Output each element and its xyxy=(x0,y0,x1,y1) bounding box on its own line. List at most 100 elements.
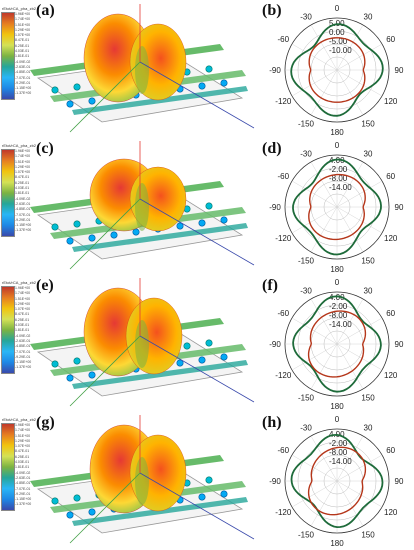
polar-angle-label: -30 xyxy=(300,423,312,432)
colorbar-tick-label: 1.96E+00 xyxy=(15,149,31,153)
polar-ring-label: -14.00 xyxy=(329,320,352,329)
colorbar-tick-label: -1.15E+00 xyxy=(15,223,32,228)
polar-angle-label: -120 xyxy=(275,508,292,517)
polar-angle-label: 60 xyxy=(386,172,395,181)
polar-plot: 0306090120150180-150-120-90-60-304.00-2.… xyxy=(269,278,404,411)
polar-spoke xyxy=(336,24,364,71)
polar-angle-label: 60 xyxy=(386,446,395,455)
polar-spoke xyxy=(310,24,338,71)
y-axis xyxy=(69,198,141,270)
polar-spoke xyxy=(336,69,364,116)
colorbar-tick-label: -9.29E-01 xyxy=(15,80,31,85)
polar-angle-label: 0 xyxy=(335,4,340,13)
polar-angle-label: 90 xyxy=(395,477,404,486)
polar-spoke xyxy=(291,43,338,71)
panel-label-b: (b) xyxy=(262,2,282,19)
colorbar-title: rEtot/rCA_pha_zb2 xyxy=(2,6,37,11)
colorbar-tick-label: 1.29E+00 xyxy=(15,164,31,169)
colorbar-title: rEtot/rCA_pha_zb2 xyxy=(2,143,37,148)
polar-spoke xyxy=(310,161,338,208)
colorbar-tick-label: 1.81E-01 xyxy=(15,328,30,333)
feed-line xyxy=(72,86,248,115)
polar-ring-label: -2.00 xyxy=(329,165,348,174)
x-axis xyxy=(139,335,255,403)
colorbar-tick-label: 1.96E+00 xyxy=(15,423,31,427)
panel-label-c: (c) xyxy=(36,140,54,157)
colorbar-tick-label: 1.07E+00 xyxy=(15,444,31,449)
polar-angle-label: -30 xyxy=(300,12,312,21)
patch-element xyxy=(73,220,81,228)
colorbar-tick-label: -4.09E-02 xyxy=(15,196,31,201)
polar-angle-label: -120 xyxy=(275,371,292,380)
polar-plot: 0306090120150180-150-120-90-60-304.00-2.… xyxy=(269,415,404,548)
polar-angle-label: 150 xyxy=(361,394,375,403)
polar-angle-label: 0 xyxy=(335,415,340,424)
polar-angle-label: -90 xyxy=(269,340,281,349)
colorbar-tick-label: 1.74E+00 xyxy=(15,291,31,296)
patch-element xyxy=(51,223,59,231)
colorbar-tick-label: 1.74E+00 xyxy=(15,17,31,22)
x-axis xyxy=(139,198,255,266)
patch-element xyxy=(88,97,96,105)
colorbar-tick-labels: 1.96E+00 1.74E+00 1.51E+00 1.29E+00 1.07E+00… xyxy=(15,423,43,508)
polar-spoke xyxy=(336,161,364,208)
polar-angle-label: -60 xyxy=(278,35,290,44)
colorbar-tick-label: 1.07E+00 xyxy=(15,307,31,312)
polar-spoke xyxy=(310,435,338,482)
colorbar-tick-label: 1.96E+00 xyxy=(15,12,31,16)
polar-spoke xyxy=(310,69,338,116)
colorbar-tick-label: 6.25E-01 xyxy=(15,43,30,48)
polar-angle-label: -30 xyxy=(300,149,312,158)
patch-element xyxy=(88,508,96,516)
colorbar-tick-labels: 1.96E+00 1.74E+00 1.51E+00 1.29E+00 1.07E+00… xyxy=(15,149,43,234)
patch-element xyxy=(205,476,213,484)
polar-angle-label: 150 xyxy=(361,120,375,129)
colorbar-tick-label: 8.47E-01 xyxy=(15,449,30,454)
polar-angle-label: -60 xyxy=(278,309,290,318)
colorbar-tick-label: 6.25E-01 xyxy=(15,180,30,185)
y-axis xyxy=(69,335,141,407)
polar-ring-label: 0.00 xyxy=(329,28,345,37)
patch-element xyxy=(66,374,74,382)
polar-spoke xyxy=(336,480,364,527)
polar-spoke xyxy=(336,298,364,345)
colorbar-tick-label: 1.51E+00 xyxy=(15,296,31,301)
polar-angle-label: 120 xyxy=(384,508,398,517)
colorbar xyxy=(1,12,15,100)
feed-line xyxy=(72,360,248,389)
colorbar-tick-labels: 1.96E+00 1.74E+00 1.51E+00 1.29E+00 1.07E+00… xyxy=(15,286,43,371)
colorbar-tick-label: 6.25E-01 xyxy=(15,317,30,322)
colorbar-tick-labels: 1.96E+00 1.74E+00 1.51E+00 1.29E+00 1.07E+00… xyxy=(15,12,43,97)
pattern-trace-outer xyxy=(292,295,382,393)
polar-spoke xyxy=(336,180,383,208)
polar-ring-label: -2.00 xyxy=(329,302,348,311)
colorbar-tick-label: 1.81E-01 xyxy=(15,54,30,59)
polar-spoke xyxy=(291,454,338,482)
colorbar-tick-label: 4.03E-01 xyxy=(15,460,30,465)
colorbar-tick-label: 1.51E+00 xyxy=(15,22,31,27)
colorbar-tick-label: -2.63E-01 xyxy=(15,201,31,206)
colorbar-tick-label: -4.85E-01 xyxy=(15,70,31,75)
pattern-trace-outer xyxy=(292,158,382,256)
patch-element xyxy=(176,359,184,367)
radiation-pattern-3d xyxy=(30,415,255,544)
colorbar-tick-label: -1.15E+00 xyxy=(15,360,32,365)
patch-element xyxy=(88,234,96,242)
polar-angle-label: 90 xyxy=(395,203,404,212)
polar-angle-label: -120 xyxy=(275,234,292,243)
pattern-trace-inner xyxy=(307,310,367,378)
polar-spoke xyxy=(336,69,383,97)
feed-line xyxy=(72,497,248,526)
polar-angle-label: -90 xyxy=(269,477,281,486)
lobe-notch xyxy=(135,457,149,505)
polar-angle-label: 150 xyxy=(361,257,375,266)
radiation-pattern-3d xyxy=(30,278,255,407)
polar-angle-label: 180 xyxy=(330,265,344,274)
polar-spoke xyxy=(291,343,338,371)
colorbar-tick-label: -4.85E-01 xyxy=(15,207,31,212)
panel-label-g: (g) xyxy=(36,414,55,431)
pattern-trace-outer xyxy=(290,23,384,117)
colorbar-tick-label: 1.74E+00 xyxy=(15,154,31,159)
colorbar-title: rEtot/rCA_pha_zb2 xyxy=(2,280,37,285)
colorbar-tick-label: -1.37E+00 xyxy=(15,502,32,507)
